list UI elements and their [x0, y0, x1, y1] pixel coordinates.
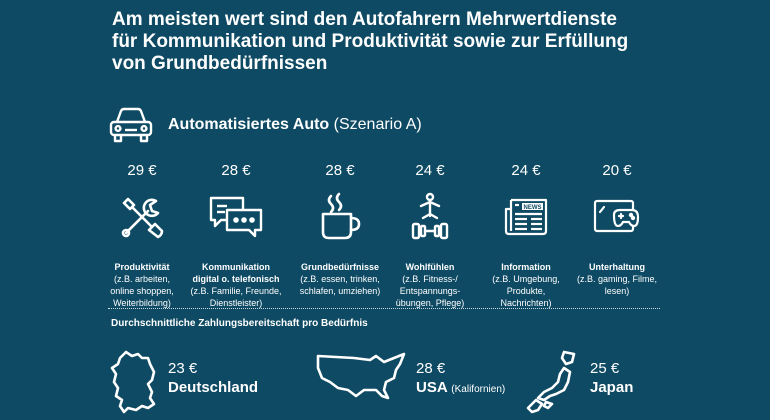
- country-name: Japan: [590, 379, 634, 396]
- usa-map-icon: [316, 352, 406, 400]
- scenario-title: Automatisiertes Auto (Szenario A): [168, 116, 422, 134]
- need-description: Entspannungs-: [399, 286, 461, 296]
- need-price: 28 €: [221, 162, 251, 179]
- country-usa: 28 € USA (Kalifornien): [314, 350, 505, 402]
- scenario-name: Automatisiertes Auto: [168, 116, 330, 133]
- need-description: (z.B. Umgebung,: [492, 274, 560, 284]
- country-japan: 25 € Japan: [524, 350, 633, 414]
- country-name: USA (Kalifornien): [416, 378, 505, 399]
- need-entertainment: 20 € Unterhaltung (z.B. gaming, Filme, l…: [569, 162, 665, 297]
- need-price: 29 €: [127, 162, 157, 179]
- need-label: Unterhaltung: [589, 262, 645, 272]
- chat-icon: [209, 196, 263, 238]
- need-description: schlafen, umziehen): [299, 286, 381, 296]
- need-description: online shoppen,: [110, 286, 174, 296]
- need-label-line2: digital o. telefonisch: [192, 274, 280, 284]
- need-productivity: 29 € Produktivität (z.B. arbeiten, onlin…: [94, 162, 190, 309]
- need-description: Weiterbildung): [113, 298, 171, 308]
- title-line: Am meisten wert sind den Autofahrern Meh…: [112, 9, 617, 30]
- scenario-header: Automatisiertes Auto (Szenario A): [108, 103, 438, 147]
- newspaper-icon: NEWS: [504, 198, 548, 236]
- page-title: Am meisten wert sind den Autofahrern Meh…: [112, 9, 672, 75]
- country-germany: 23 € Deutschland: [108, 350, 258, 416]
- fitness-icon: [411, 192, 449, 240]
- germany-map-icon: [110, 350, 156, 414]
- need-description: (z.B. essen, trinken,: [300, 274, 380, 284]
- need-label: Grundbedürfnisse: [300, 262, 379, 272]
- coffee-cup-icon: [321, 192, 361, 240]
- need-description: Nachrichten): [500, 298, 552, 308]
- scenario-detail: (Szenario A): [333, 116, 422, 133]
- need-description: Produkte,: [506, 286, 546, 296]
- tools-icon: [121, 197, 164, 239]
- newspaper-label: NEWS: [524, 205, 542, 211]
- need-price: 28 €: [325, 162, 355, 179]
- need-wellbeing: 24 € Wohlfühlen (z.B. Fitness-/ Entspann…: [382, 162, 478, 309]
- need-price: 20 €: [602, 162, 632, 179]
- section-divider: [108, 308, 660, 309]
- need-label: Information: [501, 262, 551, 272]
- need-description: lesen): [604, 286, 630, 296]
- need-description: (z.B. arbeiten,: [113, 274, 171, 284]
- need-information: 24 € NEWS Information (z.B. Umgebung, Pr…: [478, 162, 574, 309]
- need-label: Kommunikation: [201, 262, 270, 272]
- need-basic: 28 € Grundbedürfnisse (z.B. essen, trink…: [292, 162, 388, 297]
- need-communication: 28 € Kommunikation digital o. telefonisc…: [188, 162, 284, 309]
- need-price: 24 €: [511, 162, 541, 179]
- country-price: 25 €: [590, 360, 620, 377]
- section-subheading: Durchschnittliche Zahlungsbereitschaft p…: [111, 318, 368, 329]
- need-description: übungen, Pflege): [395, 298, 465, 308]
- country-name: Deutschland: [168, 379, 259, 396]
- need-description: (z.B. gaming, Filme,: [576, 274, 658, 284]
- title-line: für Kommunikation und Produktivität sowi…: [112, 31, 629, 52]
- need-label: Produktivität: [114, 262, 170, 272]
- need-description: Dienstleister): [209, 298, 263, 308]
- car-icon: [109, 107, 153, 143]
- need-description: (z.B. Fitness-/: [402, 274, 458, 284]
- gaming-icon: [593, 199, 640, 233]
- country-name-text: USA: [416, 379, 448, 396]
- need-description: (z.B. Familie, Freunde,: [190, 286, 282, 296]
- title-line: von Grundbedürfnissen: [112, 53, 328, 74]
- need-label: Wohlfühlen: [405, 262, 455, 272]
- country-note: (Kalifornien): [451, 384, 506, 395]
- country-price: 28 €: [416, 360, 446, 377]
- country-price: 23 €: [168, 360, 198, 377]
- japan-map-icon: [526, 350, 576, 414]
- need-price: 24 €: [415, 162, 445, 179]
